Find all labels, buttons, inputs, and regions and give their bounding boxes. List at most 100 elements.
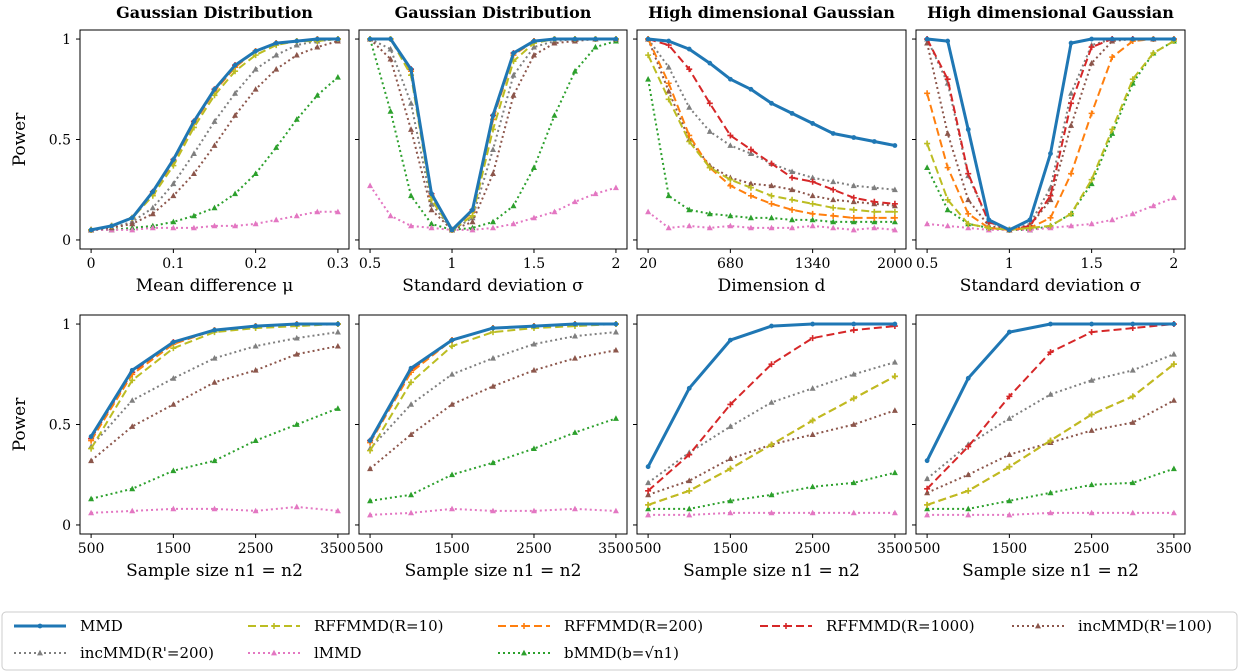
series-incmmd-r-100 [88, 342, 341, 464]
data-point [1130, 321, 1136, 327]
data-point [871, 184, 878, 191]
data-point [232, 90, 239, 96]
series-rffmmd-r-200 [88, 36, 341, 233]
data-point [727, 132, 734, 139]
data-point [965, 443, 972, 450]
data-point [809, 509, 816, 516]
data-point [408, 192, 415, 199]
legend-label: RFFMMD(R=200) [564, 617, 703, 635]
data-point [191, 119, 197, 124]
data-point [510, 220, 517, 227]
data-point [965, 210, 972, 217]
series-lmmd [645, 509, 898, 518]
x-tick-label: 2500 [238, 541, 274, 557]
legend-marker [521, 623, 527, 629]
legend-entry-lmmd: lMMD [248, 644, 362, 662]
data-point [924, 36, 930, 42]
x-axis-label: Standard deviation σ [402, 276, 584, 296]
data-point [129, 485, 136, 492]
data-point [850, 226, 857, 233]
data-point [924, 485, 931, 492]
data-point [149, 210, 156, 217]
data-point [944, 130, 951, 136]
data-point [891, 218, 898, 225]
data-point [830, 186, 837, 193]
data-point [1088, 411, 1095, 418]
data-point [924, 220, 931, 227]
series-line-incmmd-r-100 [369, 349, 617, 470]
legend-marker [37, 649, 43, 656]
data-point [1129, 479, 1136, 486]
data-point [850, 327, 857, 334]
data-point [252, 170, 259, 177]
series-incmmd-r-100 [645, 407, 898, 498]
series-rffmmd-r-1000 [924, 36, 1177, 233]
data-point [1006, 415, 1013, 421]
data-point [571, 67, 578, 74]
data-point [851, 135, 857, 140]
series-line-incmmd-r-200 [90, 331, 339, 448]
data-point [1047, 391, 1054, 397]
legend-label: RFFMMD(R=10) [314, 617, 444, 635]
data-point [490, 459, 496, 466]
x-axis-label: Standard deviation σ [960, 276, 1142, 296]
data-point [293, 51, 300, 58]
panel-title: High dimensional Gaussian [648, 3, 895, 22]
data-point [727, 401, 734, 408]
axes-frame [79, 29, 350, 250]
data-point [129, 367, 135, 373]
x-axis-label: Sample size n1 = n2 [405, 561, 582, 581]
data-point [809, 216, 816, 223]
data-point [170, 224, 177, 231]
series-mmd [645, 36, 898, 148]
data-point [747, 224, 754, 231]
data-point [871, 139, 877, 144]
data-point [891, 373, 898, 380]
data-point [408, 365, 414, 371]
series-line-rffmmd-r-10 [647, 54, 895, 213]
panel-title: Gaussian Distribution [395, 3, 592, 22]
data-point [809, 222, 816, 229]
data-point [511, 50, 516, 56]
x-tick-label: 20 [639, 256, 657, 272]
x-tick-label: 1 [1005, 256, 1014, 272]
data-point [387, 108, 394, 114]
data-point [768, 399, 775, 405]
data-point [809, 192, 816, 199]
data-point [686, 477, 693, 484]
x-tick-label: 0.1 [162, 256, 184, 272]
data-point [1088, 329, 1095, 336]
data-point [1171, 321, 1177, 327]
data-point [789, 224, 796, 231]
data-point [530, 43, 537, 50]
data-point [809, 417, 816, 424]
legend-label: MMD [80, 617, 123, 635]
series-bmmd-b-n1 [367, 415, 619, 504]
data-point [965, 487, 972, 494]
series-line-incmmd-r-100 [90, 345, 339, 462]
legend-marker [37, 623, 43, 629]
data-point [490, 325, 496, 331]
series-rffmmd-r-10 [88, 36, 341, 233]
data-point [129, 226, 136, 233]
data-point [293, 334, 300, 341]
data-point [727, 455, 734, 462]
axes-frame [358, 314, 628, 535]
data-point [727, 465, 734, 472]
data-point [1129, 419, 1136, 425]
data-point [273, 51, 280, 58]
data-point [1047, 437, 1054, 444]
x-axis-label: Sample size n1 = n2 [126, 561, 303, 581]
legend-label: incMMD(R'=200) [80, 644, 214, 662]
data-point [408, 491, 415, 498]
series-line-bmmd-b-n1 [90, 407, 339, 500]
data-point [1027, 217, 1033, 223]
data-point [851, 321, 857, 327]
data-point [1129, 210, 1136, 217]
data-point [367, 465, 374, 472]
data-point [1150, 202, 1157, 209]
data-point [850, 395, 857, 402]
series-bmmd-b-n1 [924, 465, 1177, 512]
data-point [490, 507, 496, 514]
series-rffmmd-r-200 [645, 373, 898, 508]
